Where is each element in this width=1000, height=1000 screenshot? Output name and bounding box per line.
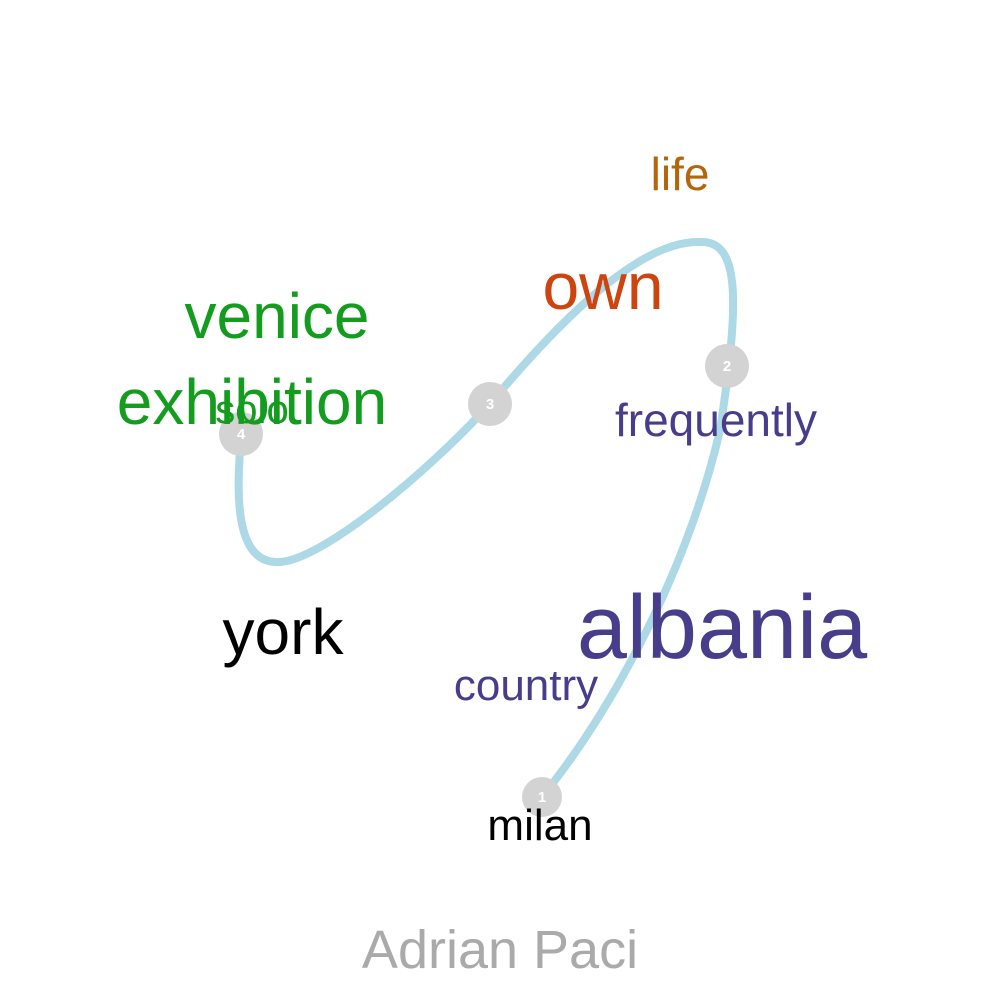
marker-1: 1 bbox=[522, 777, 562, 817]
marker-2: 2 bbox=[705, 344, 749, 388]
word-albania: albania bbox=[576, 578, 868, 678]
word-exhibition: exhibition bbox=[116, 366, 388, 438]
word-frequently: frequently bbox=[614, 394, 818, 446]
marker-4-label: 4 bbox=[237, 426, 246, 443]
marker-3-circle bbox=[468, 382, 512, 426]
marker-4-circle bbox=[219, 412, 263, 456]
author-title: Adrian Paci bbox=[361, 920, 639, 980]
marker-4: 4 bbox=[219, 412, 263, 456]
marker-3: 3 bbox=[468, 382, 512, 426]
word-life: life bbox=[650, 148, 710, 200]
marker-1-circle bbox=[522, 777, 562, 817]
marker-2-circle bbox=[705, 344, 749, 388]
word-solo: solo bbox=[215, 388, 289, 432]
word-milan: milan bbox=[487, 801, 593, 850]
marker-2-label: 2 bbox=[723, 358, 731, 375]
trajectory-curve bbox=[234, 237, 738, 801]
word-york: york bbox=[222, 596, 344, 668]
marker-3-label: 3 bbox=[486, 396, 494, 413]
word-own: own bbox=[542, 249, 664, 323]
word-country: country bbox=[453, 661, 599, 710]
marker-1-label: 1 bbox=[538, 789, 546, 806]
word-venice: venice bbox=[184, 280, 370, 352]
